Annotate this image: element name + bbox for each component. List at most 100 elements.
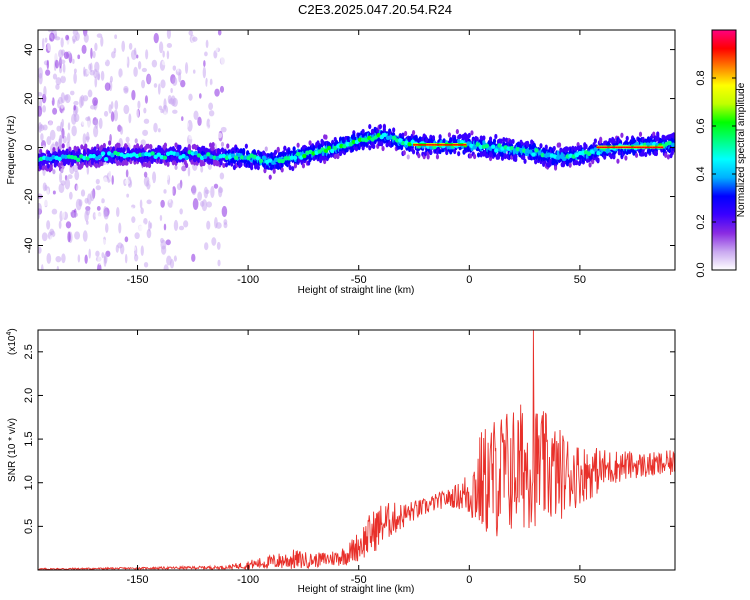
noise-mark — [163, 223, 167, 231]
band-mark — [362, 141, 367, 147]
noise-mark — [172, 201, 177, 211]
noise-mark — [179, 259, 186, 269]
band-mark — [612, 138, 616, 144]
noise-mark — [87, 89, 93, 98]
band-mark — [354, 146, 359, 152]
band-mark — [230, 161, 234, 167]
noise-mark — [55, 255, 62, 263]
noise-mark — [93, 125, 99, 138]
noise-mark — [161, 60, 167, 66]
band-mark — [494, 133, 498, 140]
noise-mark — [47, 120, 54, 130]
noise-mark — [58, 96, 63, 105]
band-mark — [220, 141, 225, 147]
band-mark — [469, 153, 473, 159]
band-mark — [414, 135, 418, 141]
noise-mark — [163, 111, 168, 121]
noise-mark — [50, 33, 54, 40]
band-mark — [135, 143, 140, 149]
noise-mark — [60, 37, 64, 48]
noise-mark — [82, 133, 87, 145]
band-mark — [45, 159, 49, 165]
noise-mark — [74, 231, 81, 240]
noise-mark — [73, 113, 80, 123]
colorbar-tick-label: 0.8 — [695, 70, 707, 85]
noise-mark — [179, 208, 183, 215]
band-mark — [264, 146, 268, 152]
noise-mark — [148, 178, 154, 186]
ridge-mark — [57, 156, 62, 162]
snr-y-axis: 0.5 1.0 1.5 2.0 2.5 — [23, 344, 675, 534]
noise-mark — [217, 259, 221, 267]
band-mark — [599, 138, 603, 145]
band-mark — [638, 131, 643, 137]
band-mark — [218, 148, 222, 154]
noise-mark — [188, 134, 194, 140]
band-mark — [565, 146, 570, 152]
noise-mark — [43, 85, 47, 97]
noise-mark — [98, 117, 103, 129]
noise-mark — [118, 68, 123, 78]
noise-mark — [197, 116, 202, 126]
noise-mark — [46, 136, 52, 146]
band-mark — [333, 153, 337, 160]
noise-mark — [204, 51, 208, 57]
noise-mark — [169, 160, 173, 170]
band-mark — [458, 133, 462, 139]
band-mark — [523, 158, 527, 164]
noise-mark — [172, 65, 177, 71]
peak-core-mark — [631, 146, 635, 149]
noise-mark — [178, 225, 185, 231]
band-mark — [361, 128, 365, 135]
band-mark — [133, 156, 137, 162]
noise-mark — [69, 165, 75, 175]
noise-mark — [95, 108, 100, 119]
y-tick-label: 20 — [23, 92, 35, 104]
peak-core-mark — [636, 146, 640, 149]
band-mark — [308, 140, 312, 146]
noise-mark — [77, 254, 81, 263]
colorbar: 0.0 0.2 0.4 0.6 0.8 Normalized spectral ampl… — [695, 29, 747, 278]
noise-mark — [38, 105, 43, 117]
noise-mark — [152, 171, 157, 184]
noise-mark — [166, 137, 170, 148]
noise-mark — [160, 239, 167, 250]
ridge-mark — [528, 149, 533, 154]
noise-mark — [102, 177, 108, 185]
noise-mark — [204, 126, 209, 132]
noise-mark — [122, 62, 126, 71]
ridge-mark — [537, 150, 542, 155]
peak-core-mark — [458, 144, 462, 146]
noise-mark — [165, 172, 170, 181]
noise-mark — [184, 62, 189, 74]
peak-core-mark — [612, 146, 616, 149]
noise-mark — [216, 241, 221, 250]
noise-mark — [51, 208, 58, 215]
noise-mark — [47, 39, 52, 52]
band-mark — [553, 165, 558, 171]
band-mark — [146, 143, 150, 149]
noise-mark — [166, 30, 172, 40]
noise-mark — [191, 253, 196, 262]
ridge-mark — [531, 152, 536, 157]
band-mark — [198, 146, 202, 153]
band-mark — [534, 159, 538, 165]
noise-mark — [142, 129, 149, 136]
noise-mark — [67, 231, 71, 243]
band-mark — [479, 152, 483, 158]
peak-core-mark — [434, 144, 438, 146]
noise-mark — [224, 248, 228, 258]
noise-mark — [38, 122, 42, 133]
peak-core-mark — [644, 146, 648, 149]
noise-mark — [179, 121, 183, 133]
ridge-mark — [88, 153, 93, 159]
band-mark — [380, 141, 384, 147]
band-mark — [397, 144, 401, 150]
ridge-mark — [233, 155, 239, 160]
band-mark — [280, 162, 284, 168]
noise-mark — [52, 107, 58, 115]
noise-mark — [176, 254, 181, 259]
band-mark — [187, 146, 191, 152]
band-mark — [93, 148, 97, 155]
